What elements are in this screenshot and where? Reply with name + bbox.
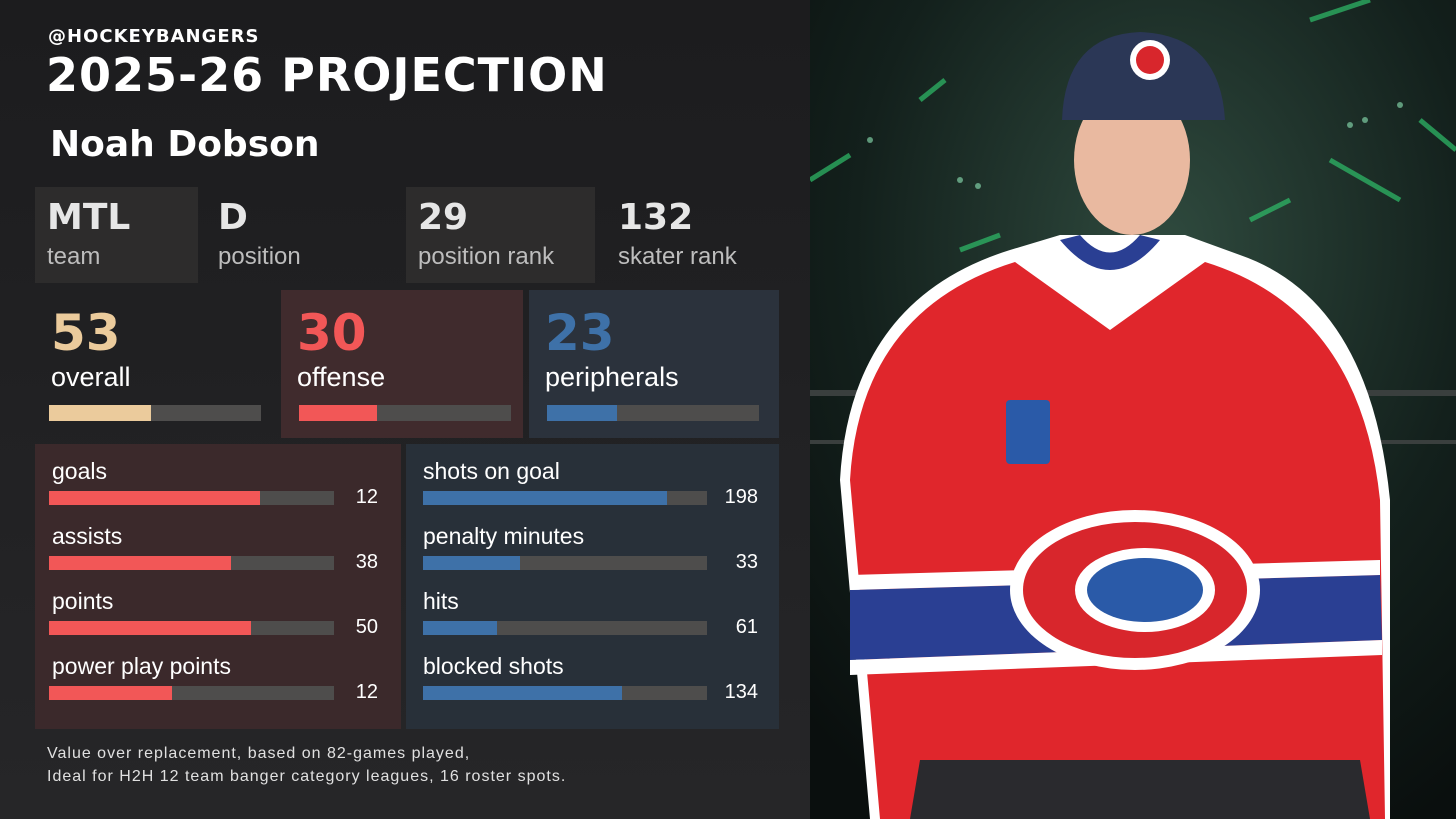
stat-track [423,621,707,635]
player-name: Noah Dobson [50,124,320,165]
score-track [49,405,261,421]
stat-bar [49,621,252,635]
stat-value: 38 [355,551,378,573]
peripheral_stats-panel: shots on goal 198 penalty minutes 33 hits 61 b… [406,444,779,729]
stat-bar [49,686,172,700]
score-value: 30 [297,304,367,362]
stat-track [49,491,334,505]
info-value: MTL [47,197,131,238]
score-panel: 53 overall [35,290,270,438]
stat-bar [49,556,232,570]
stat-track [49,556,334,570]
info-box: 132 skater rank [606,187,786,283]
score-label: peripherals [545,362,679,392]
score-track [547,405,759,421]
player-photo [810,0,1456,819]
score-label: overall [51,362,131,392]
stat-value: 134 [724,681,758,703]
info-value: 29 [418,197,469,238]
stat-track [49,686,334,700]
stat-bar [423,621,497,635]
stat-row: assists 38 [35,523,401,583]
info-value: 132 [618,197,694,238]
score-value: 23 [545,304,615,362]
stat-track [49,621,334,635]
score-track [299,405,511,421]
stat-value: 12 [355,681,378,703]
offense_stats-panel: goals 12 assists 38 points 50 power play point… [35,444,401,729]
stat-bar [423,686,622,700]
stat-value: 61 [735,616,758,638]
stat-label: assists [52,523,123,549]
info-value: D [218,197,248,238]
stat-track [423,686,707,700]
stat-label: penalty minutes [423,523,585,549]
stats-panel: @HOCKEYBANGERS 2025-26 PROJECTION Noah Dob… [0,0,810,819]
score-value: 53 [51,304,121,362]
stat-row: goals 12 [35,458,401,518]
stat-value: 50 [355,616,378,638]
stat-bar [49,491,260,505]
stat-bar [423,556,520,570]
stat-row: blocked shots 134 [406,653,779,713]
footnote: Value over replacement, based on 82-game… [47,745,471,762]
score-bar [547,405,617,421]
stat-value: 198 [724,486,758,508]
score-bar [299,405,378,421]
footnote: Ideal for H2H 12 team banger category le… [47,768,567,785]
info-label: position rank [418,243,555,270]
stat-track [423,556,707,570]
stat-label: blocked shots [423,653,564,679]
info-label: team [47,243,101,270]
score-bar [49,405,151,421]
stat-label: hits [423,588,459,614]
title: 2025-26 PROJECTION [46,48,608,102]
score-panel: 30 offense [281,290,523,438]
score-panel: 23 peripherals [529,290,779,438]
stat-value: 33 [735,551,758,573]
stat-row: shots on goal 198 [406,458,779,518]
stat-label: goals [52,458,107,484]
stat-bar [423,491,668,505]
stat-row: power play points 12 [35,653,401,713]
handle: @HOCKEYBANGERS [48,26,260,47]
info-label: position [218,243,301,270]
info-box: MTL team [35,187,198,283]
stat-row: points 50 [35,588,401,648]
stat-value: 12 [355,486,378,508]
stat-track [423,491,707,505]
info-label: skater rank [618,243,737,270]
score-label: offense [297,362,386,392]
stat-label: shots on goal [423,458,560,484]
info-box: 29 position rank [406,187,595,283]
stat-label: power play points [52,653,231,679]
stat-row: hits 61 [406,588,779,648]
stat-label: points [52,588,114,614]
stat-row: penalty minutes 33 [406,523,779,583]
